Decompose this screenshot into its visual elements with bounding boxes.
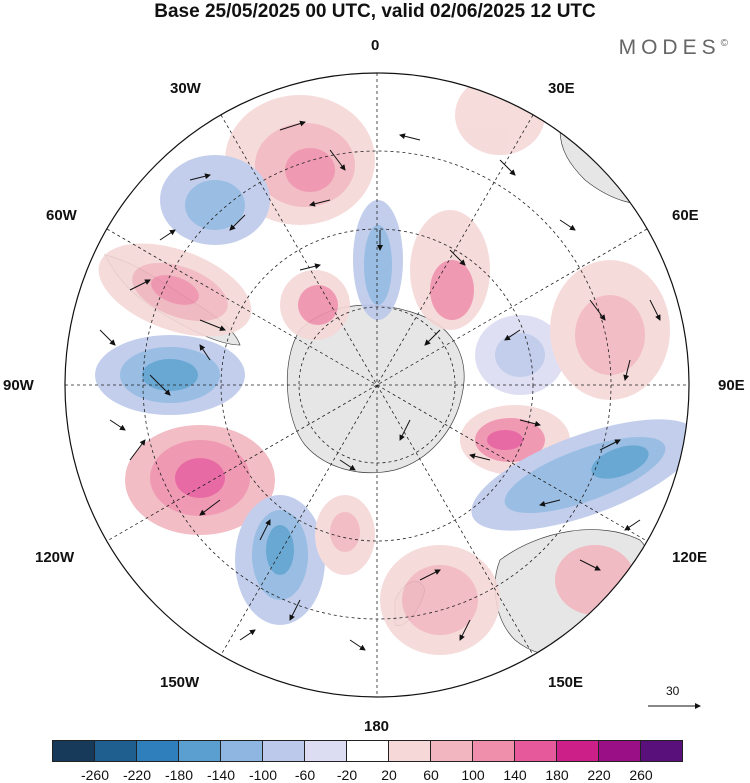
label-180: 180: [364, 718, 390, 735]
label-90e: 90E: [718, 377, 745, 394]
colorbar-tick-label: -140: [206, 767, 236, 783]
colorbar-swatch: [52, 740, 95, 762]
colorbar-swatch: [136, 740, 179, 762]
colorbar-tick-label: 180: [545, 767, 569, 783]
colorbar-swatch: [514, 740, 557, 762]
label-150e: 150E: [548, 674, 584, 691]
map-boundary: [64, 72, 690, 698]
colorbar-tick-label: -260: [80, 767, 110, 783]
colorbar-tick-label: 100: [461, 767, 485, 783]
colorbar-swatch: [220, 740, 263, 762]
anomaly-field: [95, 75, 689, 655]
colorbar-tick-label: -180: [164, 767, 194, 783]
colorbar-swatch: [262, 740, 305, 762]
colorbar-swatch: [430, 740, 473, 762]
copyright-mark: ©: [720, 38, 728, 49]
colorbar-tick-label: 60: [423, 767, 439, 783]
label-150w: 150W: [160, 674, 200, 691]
colorbar-swatch: [472, 740, 515, 762]
colorbar-tick-label: 220: [587, 767, 611, 783]
colorbar-tick-label: -20: [336, 767, 358, 783]
label-120w: 120W: [35, 549, 75, 566]
modes-logo: MODES©: [619, 36, 728, 60]
colorbar-swatch: [388, 740, 431, 762]
wind-vectors: [99, 120, 661, 651]
colorbar-tick-label: -220: [122, 767, 152, 783]
label-30e: 30E: [548, 80, 575, 97]
colorbar-tick-label: -100: [248, 767, 278, 783]
label-0: 0: [371, 37, 380, 54]
colorbar-swatch: [94, 740, 137, 762]
label-120e: 120E: [672, 549, 708, 566]
colorbar-swatch: [640, 740, 683, 762]
brand-text: MODES: [618, 36, 721, 59]
reference-vector-label: 30: [666, 684, 680, 698]
colorbar-swatch: [304, 740, 347, 762]
label-60e: 60E: [672, 207, 699, 224]
label-30w: 30W: [170, 80, 201, 97]
colorbar-tick-label: 140: [503, 767, 527, 783]
colorbar-swatch: [178, 740, 221, 762]
colorbar-tick-label: 260: [629, 767, 653, 783]
map-disc: [65, 73, 689, 697]
colorbar-tick-label: 20: [381, 767, 397, 783]
chart-title: Base 25/05/2025 00 UTC, valid 02/06/2025…: [154, 1, 596, 22]
colorbar-swatch: [346, 740, 389, 762]
colorbar: [52, 740, 683, 762]
colorbar-swatch: [556, 740, 599, 762]
colorbar-tick-label: -60: [294, 767, 316, 783]
label-90w: 90W: [3, 377, 34, 394]
graticule: [65, 73, 689, 697]
colorbar-swatch: [598, 740, 641, 762]
label-60w: 60W: [46, 207, 77, 224]
